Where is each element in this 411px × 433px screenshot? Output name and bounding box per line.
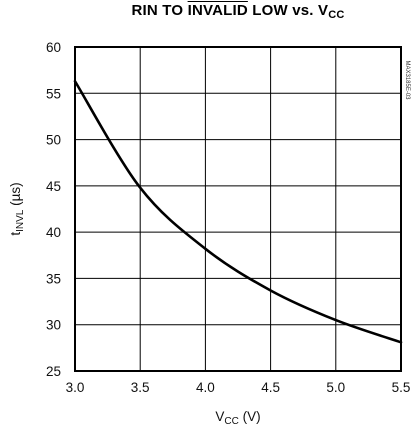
x-tick-label: 5.5: [392, 380, 411, 395]
x-tick-label: 3.5: [131, 380, 150, 395]
x-tick-labels: 3.0 3.5 4.0 4.5 5.0 5.5: [66, 380, 411, 395]
title-part2: LOW vs. V: [247, 2, 329, 19]
y-tick-label: 55: [46, 86, 61, 101]
x-axis-label: VCC (V): [215, 409, 260, 427]
x-tick-label: 4.5: [261, 380, 280, 395]
y-tick-label: 40: [46, 225, 61, 240]
y-axis-label: tINVL (µs): [8, 182, 26, 235]
x-axis-label-unit: (V): [239, 409, 261, 424]
y-axis-label-sub: INVL: [15, 209, 26, 232]
x-tick-label: 5.0: [326, 380, 345, 395]
x-tick-label: 3.0: [66, 380, 85, 395]
plot-frame: [74, 46, 402, 372]
y-tick-label: 25: [46, 364, 61, 379]
x-axis-label-main: V: [215, 409, 224, 424]
y-tick-label: 60: [46, 40, 61, 55]
y-axis-label-unit: (µs): [8, 182, 23, 209]
series-line: [73, 79, 403, 344]
title-overline-text: INVALID: [187, 2, 248, 19]
title-subscript: CC: [328, 9, 345, 21]
chart-title: RIN TO INVALID LOW vs. VCC: [75, 2, 401, 21]
x-tick-label: 4.0: [196, 380, 215, 395]
grid-lines: [74, 46, 402, 372]
y-axis-label-main: t: [8, 232, 23, 236]
title-part1: RIN TO: [131, 2, 188, 19]
y-tick-label: 50: [46, 133, 61, 148]
figure-code: MAX3185E-03: [404, 60, 410, 100]
x-axis-label-sub: CC: [224, 416, 238, 427]
y-tick-label: 35: [46, 271, 61, 286]
y-tick-labels: 25 30 35 40 45 50 55 60: [46, 40, 61, 379]
y-tick-label: 45: [46, 179, 61, 194]
y-tick-label: 30: [46, 318, 61, 333]
